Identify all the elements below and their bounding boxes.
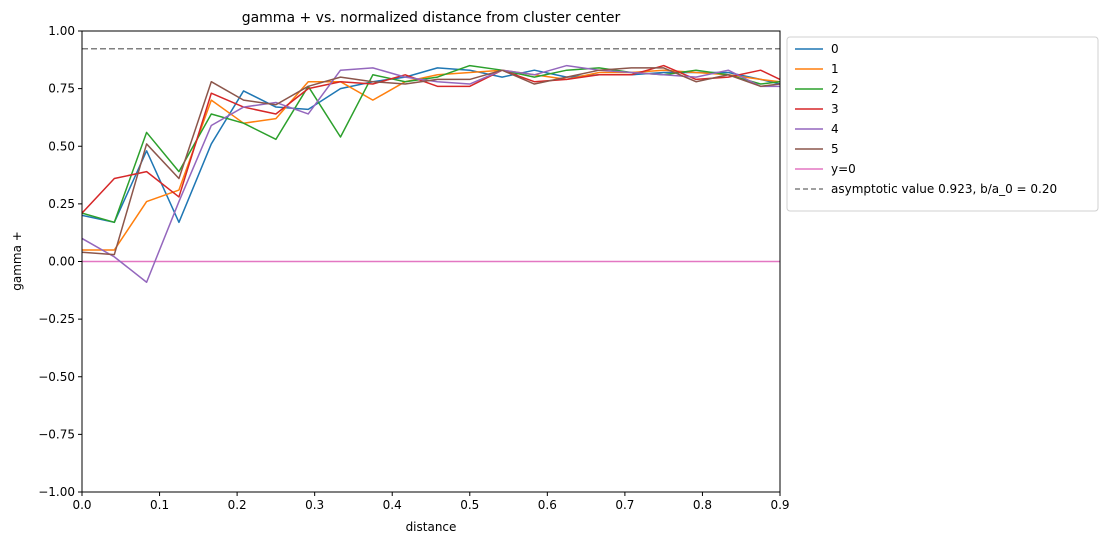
series-line-2 bbox=[82, 64, 780, 224]
legend: 0 1 2 3 4 5 y=0 asymptotic value 0.923, b/a_0 =… bbox=[786, 36, 1099, 212]
legend-box bbox=[786, 36, 1099, 212]
y-tick-label: 0.00 bbox=[48, 255, 75, 269]
x-tick-label: 0.7 bbox=[615, 498, 634, 512]
y-tick-label: 1.00 bbox=[48, 24, 75, 38]
y-tick-label: −0.75 bbox=[38, 427, 75, 441]
y-axis: 1.00 0.75 0.50 0.25 0.00 −0.25 −0.50 −0.75 −1.00 bbox=[38, 24, 82, 499]
x-axis: 0.0 0.1 0.2 0.3 0.4 0.5 0.6 0.7 0.8 0.9 bbox=[72, 492, 790, 512]
x-axis-label: distance bbox=[406, 520, 457, 534]
x-tick-label: 0.0 bbox=[72, 498, 91, 512]
x-tick-label: 0.9 bbox=[770, 498, 789, 512]
y-tick-label: 0.75 bbox=[48, 82, 75, 96]
x-tick-label: 0.2 bbox=[228, 498, 247, 512]
legend-label: y=0 bbox=[831, 162, 856, 176]
legend-label: 2 bbox=[831, 82, 839, 96]
legend-label: 1 bbox=[831, 62, 839, 76]
series-layer bbox=[82, 47, 780, 283]
x-tick-label: 0.8 bbox=[693, 498, 712, 512]
y-tick-label: 0.25 bbox=[48, 197, 75, 211]
chart-title: gamma + vs. normalized distance from clu… bbox=[242, 10, 621, 26]
y-tick-label: −0.50 bbox=[38, 370, 75, 384]
x-tick-label: 0.3 bbox=[305, 498, 324, 512]
y-tick-label: 0.50 bbox=[48, 139, 75, 153]
series-line-4 bbox=[82, 64, 780, 283]
series-line-1 bbox=[82, 69, 780, 251]
series-line-0 bbox=[82, 67, 780, 224]
legend-label: 3 bbox=[831, 102, 839, 116]
legend-label: asymptotic value 0.923, b/a_0 = 0.20 bbox=[831, 182, 1057, 196]
legend-label: 5 bbox=[831, 142, 839, 156]
y-tick-label: −1.00 bbox=[38, 485, 75, 499]
y-tick-label: −0.25 bbox=[38, 312, 75, 326]
legend-label: 4 bbox=[831, 122, 839, 136]
x-tick-label: 0.4 bbox=[383, 498, 402, 512]
legend-label: 0 bbox=[831, 42, 839, 56]
y-axis-label: gamma + bbox=[10, 231, 24, 291]
x-tick-label: 0.5 bbox=[460, 498, 479, 512]
x-tick-label: 0.1 bbox=[150, 498, 169, 512]
x-tick-label: 0.6 bbox=[538, 498, 557, 512]
series-line-5 bbox=[82, 67, 780, 256]
series-line-3 bbox=[82, 64, 780, 214]
